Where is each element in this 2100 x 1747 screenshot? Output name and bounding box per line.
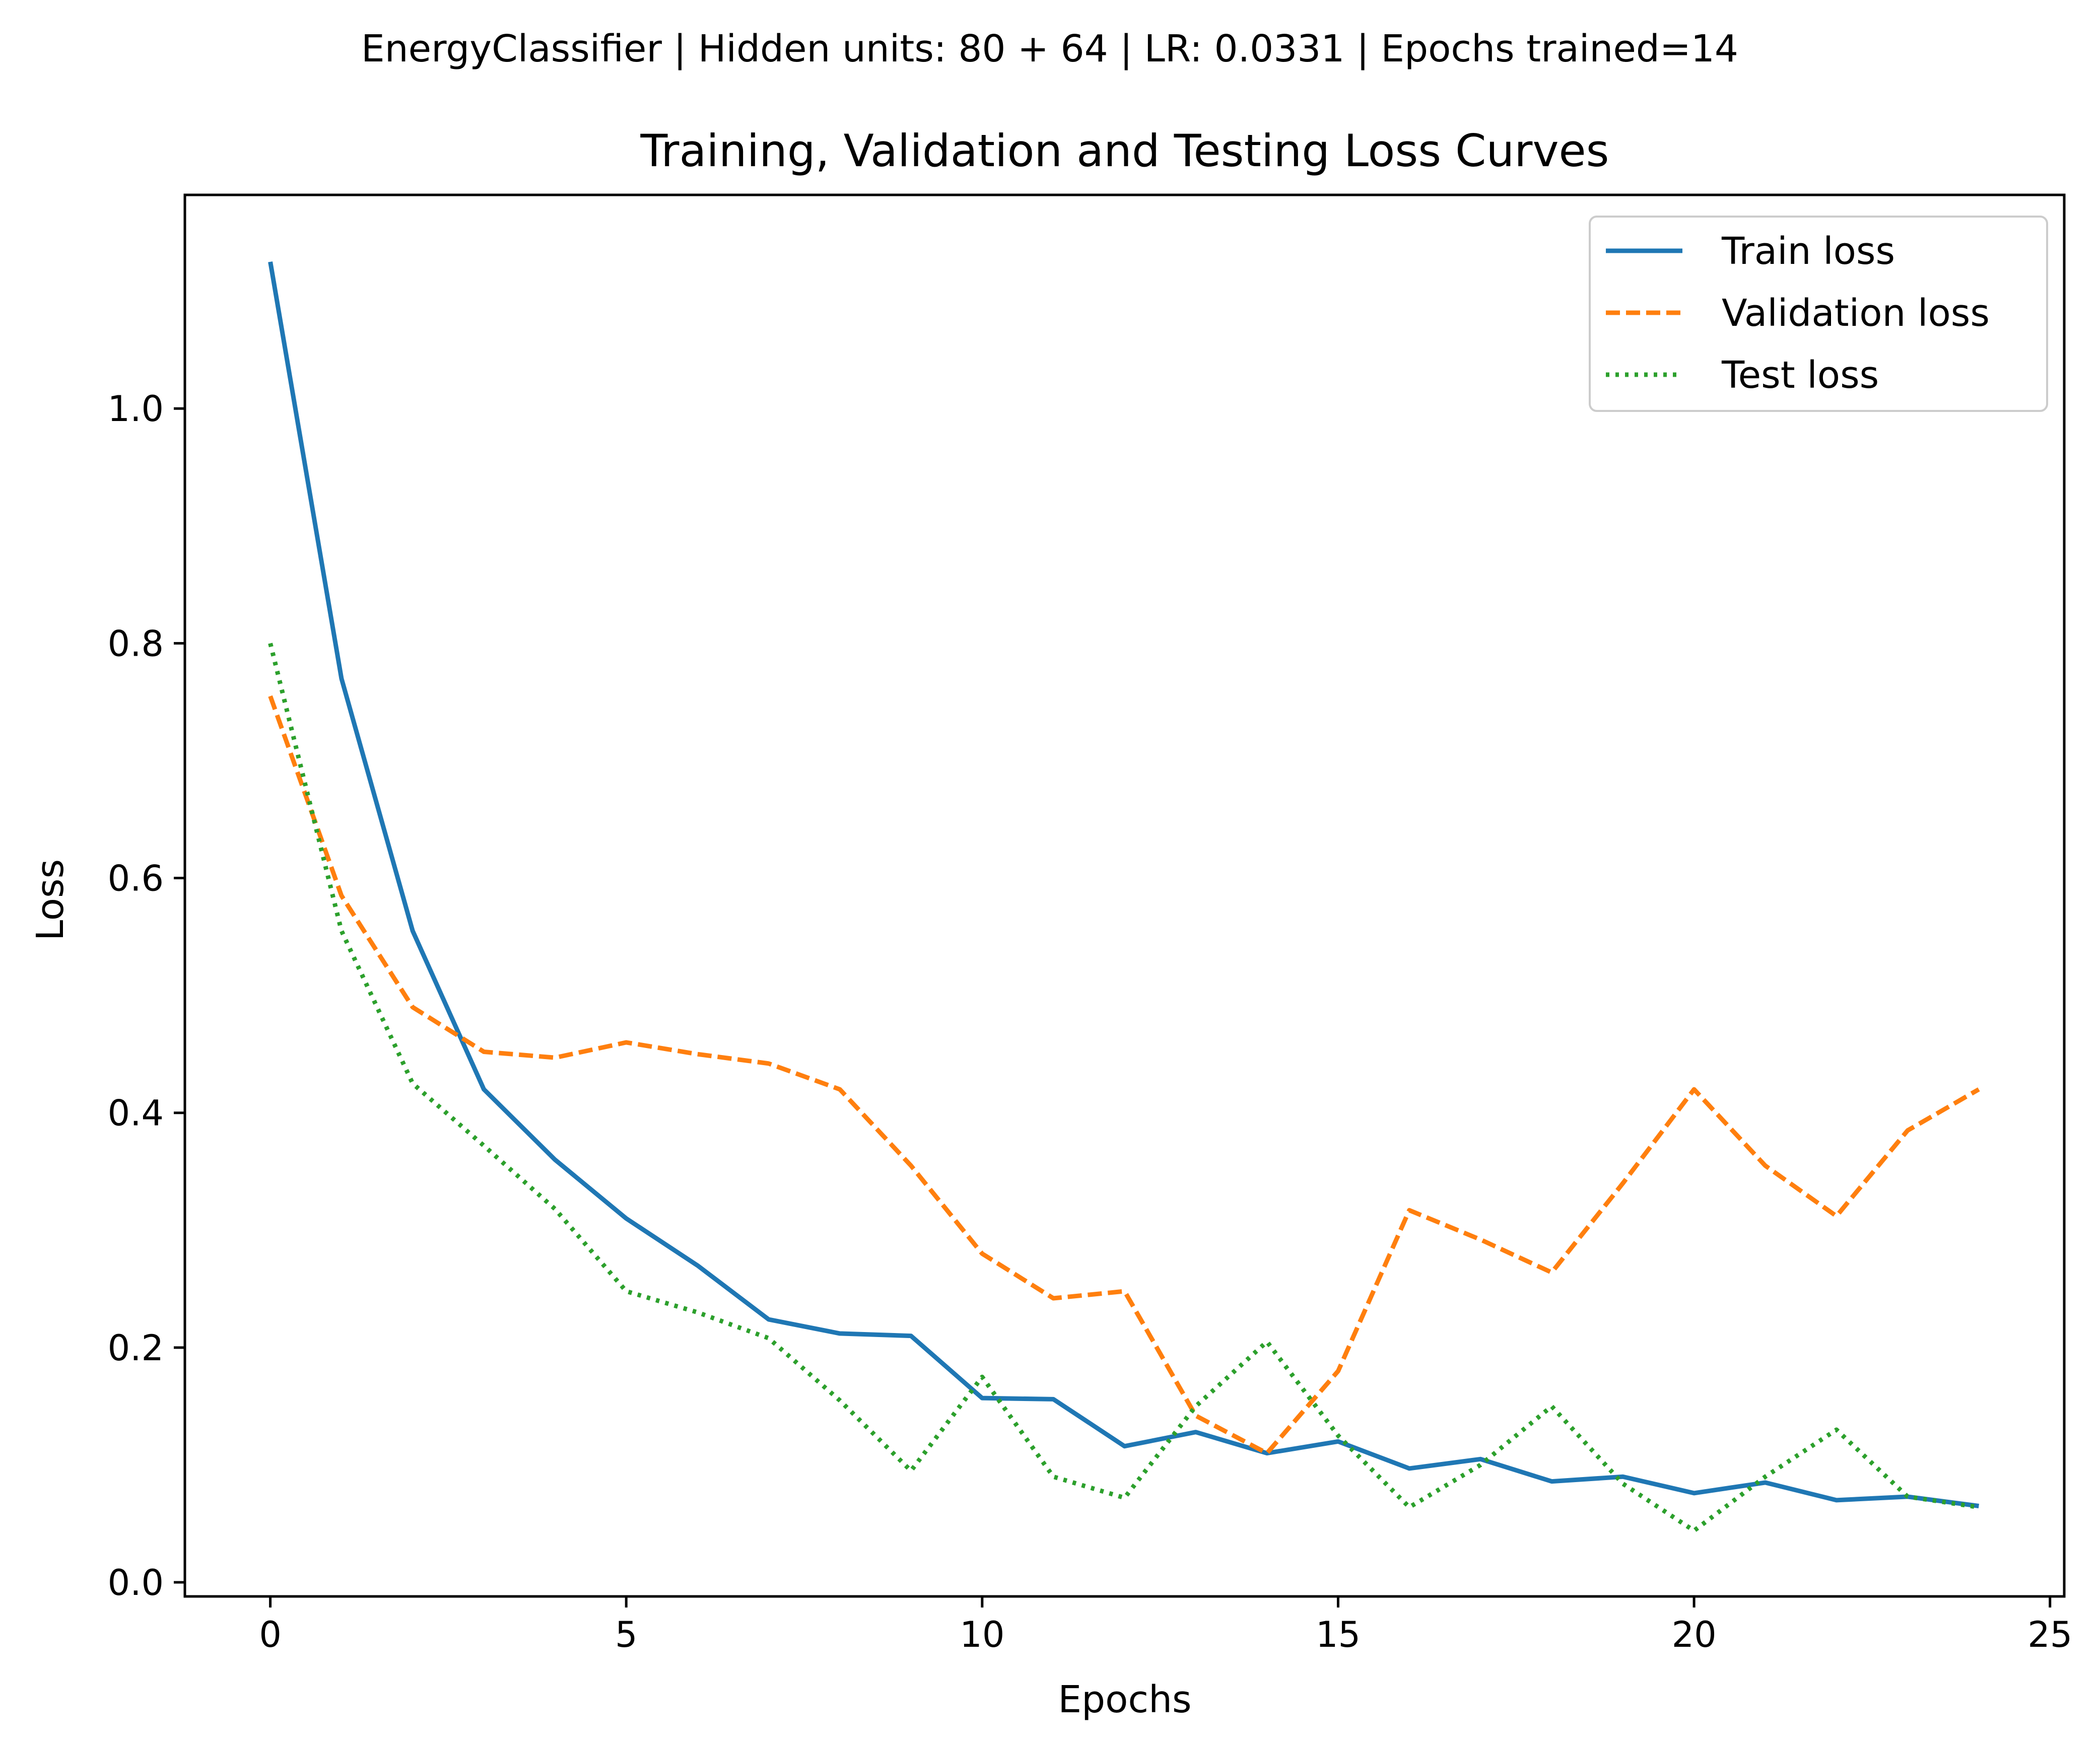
y-axis-ticks: 0.0 0.2 0.4 0.6 0.8 1.0 [108,388,185,1603]
series-line-validation-loss [268,695,1980,1456]
x-tick-label: 20 [1672,1614,1717,1655]
y-tick-label: 0.4 [108,1093,164,1134]
legend: Train loss Validation loss Test loss [1589,216,2048,412]
series-lines [268,261,1980,1533]
series-line-train-loss [268,261,1979,1508]
y-axis-label: Loss [29,859,72,941]
x-tick-label: 10 [960,1614,1004,1655]
legend-label: Train loss [1721,230,1895,273]
y-tick-label: 0.2 [108,1327,164,1369]
x-axis-label: Epochs [1058,1678,1191,1721]
legend-box [1589,216,2048,412]
y-tick-label: 0.8 [108,623,164,664]
x-axis-ticks: 0 5 10 15 20 25 [259,1596,2072,1655]
figure-suptitle: EnergyClassifier | Hidden units: 80 + 64… [361,27,1738,71]
x-tick-label: 5 [615,1614,638,1655]
axes-frame [183,193,2066,1598]
x-tick-label: 0 [259,1614,282,1655]
legend-label: Test loss [1721,354,1879,397]
y-tick-label: 0.0 [108,1562,164,1603]
y-tick-label: 0.6 [108,858,164,899]
x-tick-label: 25 [2027,1614,2072,1655]
chart-title: Training, Validation and Testing Loss Cu… [640,125,1609,177]
x-tick-label: 15 [1316,1614,1361,1655]
y-tick-label: 1.0 [108,388,164,430]
legend-label: Validation loss [1722,292,1990,335]
